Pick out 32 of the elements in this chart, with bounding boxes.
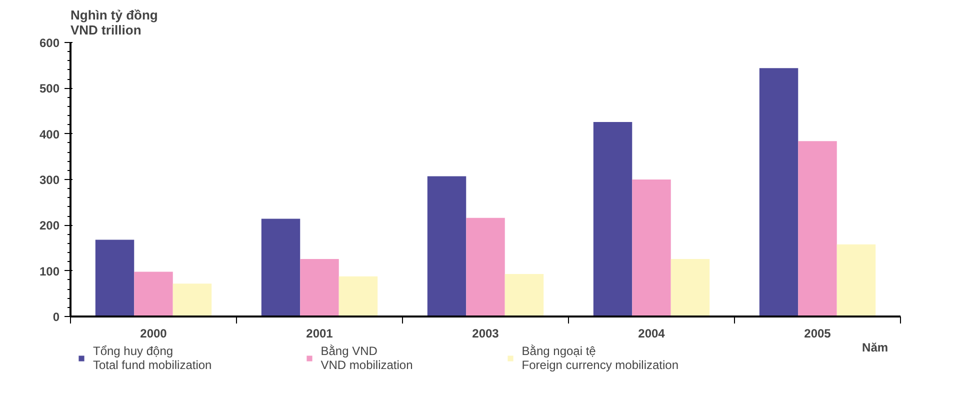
legend-label: Bằng VND VND mobilization bbox=[320, 344, 413, 372]
y-tick-label: 300 bbox=[39, 173, 60, 187]
x-tick-label: 2001 bbox=[306, 326, 334, 340]
bar bbox=[466, 218, 505, 316]
bar bbox=[632, 180, 671, 316]
x-tick-label: 2005 bbox=[804, 326, 832, 340]
bar bbox=[338, 276, 378, 316]
y-tick-label: 0 bbox=[52, 310, 60, 324]
bar bbox=[759, 68, 798, 316]
bar bbox=[593, 122, 632, 316]
y-tick-label: 500 bbox=[39, 82, 60, 96]
bar bbox=[427, 176, 466, 316]
bar bbox=[798, 141, 837, 316]
bar bbox=[836, 244, 876, 316]
y-axis-title: Nghìn tỷ đồng VND trillion bbox=[70, 8, 158, 38]
x-tick-label: 2003 bbox=[472, 326, 500, 340]
bar bbox=[134, 272, 173, 316]
y-tick-label: 100 bbox=[39, 264, 60, 278]
legend-label: Tổng huy động Total fund mobilization bbox=[93, 344, 212, 372]
y-tick-label: 400 bbox=[39, 127, 60, 142]
bar bbox=[300, 258, 339, 316]
x-tick-label: 2000 bbox=[140, 326, 168, 340]
legend-label: Bằng ngoại tệ Foreign currency mobilization bbox=[522, 344, 679, 372]
x-axis-title: Năm bbox=[862, 340, 888, 354]
y-tick-label: 200 bbox=[39, 218, 60, 233]
bar bbox=[95, 240, 134, 316]
y-tick-label: 600 bbox=[39, 36, 60, 50]
bar bbox=[172, 284, 212, 316]
bar bbox=[504, 274, 544, 316]
x-tick-label: 2004 bbox=[638, 326, 666, 340]
bar bbox=[670, 258, 710, 316]
bar bbox=[261, 218, 300, 316]
